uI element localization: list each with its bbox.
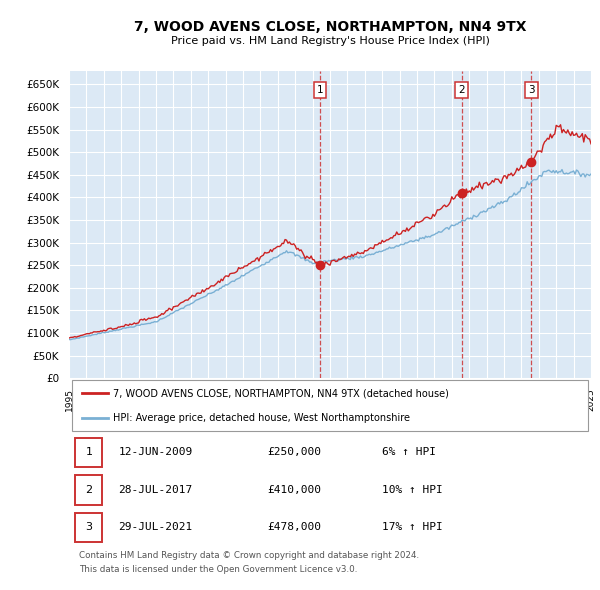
Text: 2: 2 xyxy=(458,85,465,95)
Text: 29-JUL-2021: 29-JUL-2021 xyxy=(119,522,193,532)
FancyBboxPatch shape xyxy=(75,438,103,467)
FancyBboxPatch shape xyxy=(75,475,103,504)
Text: 6% ↑ HPI: 6% ↑ HPI xyxy=(382,447,436,457)
Text: 17% ↑ HPI: 17% ↑ HPI xyxy=(382,522,443,532)
Text: 12-JUN-2009: 12-JUN-2009 xyxy=(119,447,193,457)
Text: 28-JUL-2017: 28-JUL-2017 xyxy=(119,485,193,495)
Text: 10% ↑ HPI: 10% ↑ HPI xyxy=(382,485,443,495)
FancyBboxPatch shape xyxy=(75,513,103,542)
Text: 1: 1 xyxy=(317,85,323,95)
Text: £478,000: £478,000 xyxy=(268,522,322,532)
Text: 7, WOOD AVENS CLOSE, NORTHAMPTON, NN4 9TX (detached house): 7, WOOD AVENS CLOSE, NORTHAMPTON, NN4 9T… xyxy=(113,388,449,398)
Text: 2: 2 xyxy=(85,485,92,495)
Text: Contains HM Land Registry data © Crown copyright and database right 2024.: Contains HM Land Registry data © Crown c… xyxy=(79,550,419,559)
Text: Price paid vs. HM Land Registry's House Price Index (HPI): Price paid vs. HM Land Registry's House … xyxy=(170,37,490,46)
Text: 3: 3 xyxy=(528,85,535,95)
Text: 3: 3 xyxy=(85,522,92,532)
Text: 7, WOOD AVENS CLOSE, NORTHAMPTON, NN4 9TX: 7, WOOD AVENS CLOSE, NORTHAMPTON, NN4 9T… xyxy=(134,19,526,34)
Text: £410,000: £410,000 xyxy=(268,485,322,495)
Text: £250,000: £250,000 xyxy=(268,447,322,457)
Text: This data is licensed under the Open Government Licence v3.0.: This data is licensed under the Open Gov… xyxy=(79,565,358,573)
FancyBboxPatch shape xyxy=(71,381,589,431)
Text: 1: 1 xyxy=(85,447,92,457)
Text: HPI: Average price, detached house, West Northamptonshire: HPI: Average price, detached house, West… xyxy=(113,414,410,424)
